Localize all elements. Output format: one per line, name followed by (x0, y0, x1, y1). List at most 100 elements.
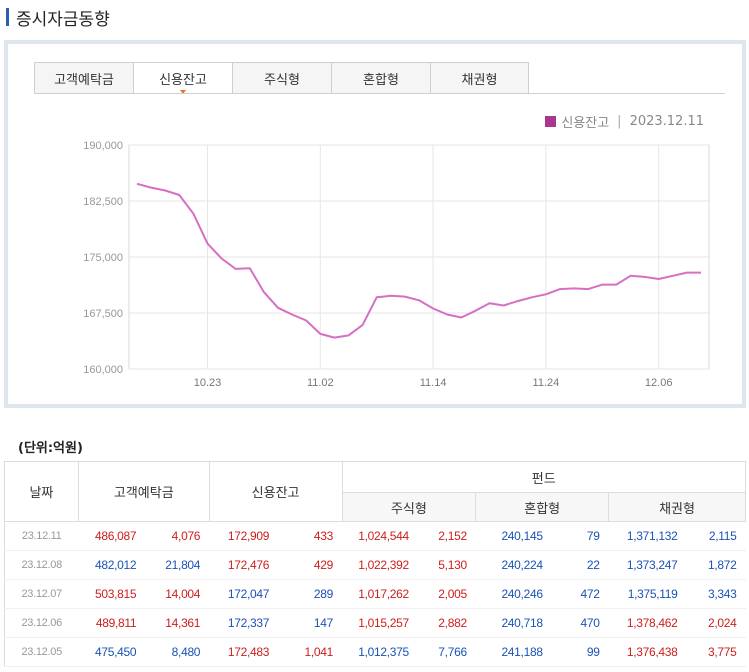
table-row: 23.12.08 482,012 21,804 172,476 429 1,022,392… (4, 550, 746, 580)
cell-deposit-chg: 8,480 (145, 637, 210, 667)
cell-deposit-chg: 14,361 (145, 608, 210, 638)
cell-deposit-chg: 21,804 (145, 550, 210, 580)
x-tick-label: 11.24 (533, 377, 560, 389)
header-credit: 신용잔고 (208, 461, 343, 522)
header-stock: 주식형 (341, 492, 477, 522)
cell-mixed: 240,224 (475, 550, 552, 580)
line-chart: 160,000 167,500 175,000 182,500 190,000 10.23… (83, 140, 710, 389)
tab-label: 고객예탁금 (54, 72, 114, 88)
tab-customer-deposit[interactable]: 고객예탁금 (34, 62, 133, 94)
cell-credit-chg: 1,041 (278, 637, 342, 667)
cell-bond-chg: 3,775 (686, 637, 746, 667)
cell-stock-chg: 5,130 (417, 550, 476, 580)
chart-legend: 신용잔고 | 2023.12.11 (545, 112, 704, 131)
cell-deposit-chg: 4,076 (145, 521, 210, 551)
fund-flow-table: 날짜 고객예탁금 신용잔고 펀드 주식형 혼합형 채권형 23.12.11 486… (4, 461, 746, 667)
cell-credit: 172,337 (209, 608, 279, 638)
cell-mixed-chg: 472 (551, 579, 609, 609)
cell-stock: 1,022,392 (342, 550, 418, 580)
legend-separator: | (617, 114, 622, 129)
cell-deposit: 503,815 (78, 579, 146, 609)
cell-date: 23.12.05 (4, 637, 79, 667)
cell-date: 23.12.07 (4, 579, 79, 609)
cell-credit: 172,047 (209, 579, 279, 609)
tab-label: 주식형 (264, 72, 300, 88)
x-tick-label: 12.06 (645, 377, 673, 389)
cell-bond: 1,376,438 (608, 637, 687, 667)
cell-stock: 1,015,257 (342, 608, 418, 638)
page-title: 증시자금동향 (6, 6, 110, 30)
cell-stock: 1,024,544 (342, 521, 418, 551)
table-row: 23.12.07 503,815 14,004 172,047 289 1,017,262… (4, 579, 746, 609)
cell-mixed: 240,718 (475, 608, 552, 638)
table-row: 23.12.11 486,087 4,076 172,909 433 1,024,544 2… (4, 521, 746, 551)
unit-label: (단위:억원) (18, 441, 83, 456)
cell-date: 23.12.11 (4, 521, 79, 551)
x-tick-label: 10.23 (194, 377, 222, 389)
cell-credit: 172,909 (209, 521, 279, 551)
cell-mixed: 240,145 (475, 521, 552, 551)
x-tick-label: 11.14 (420, 377, 447, 389)
cell-bond-chg: 2,115 (686, 521, 746, 551)
y-tick-label: 182,500 (83, 196, 123, 208)
cell-stock-chg: 2,882 (417, 608, 476, 638)
cell-mixed: 240,246 (475, 579, 552, 609)
header-date: 날짜 (4, 461, 79, 522)
y-tick-label: 160,000 (83, 364, 123, 376)
cell-date: 23.12.08 (4, 550, 79, 580)
tab-label: 채권형 (461, 72, 498, 88)
cell-deposit: 482,012 (78, 550, 146, 580)
header-bond: 채권형 (608, 492, 746, 522)
header-deposit: 고객예탁금 (77, 461, 210, 522)
header-fund: 펀드 (341, 461, 746, 493)
cell-bond: 1,373,247 (608, 550, 687, 580)
cell-mixed-chg: 470 (551, 608, 609, 638)
tab-bar: 고객예탁금 신용잔고 주식형 혼합형 채권형 (34, 62, 529, 94)
header-mixed: 혼합형 (475, 492, 610, 522)
cell-stock: 1,012,375 (342, 637, 418, 667)
cell-stock-chg: 2,005 (417, 579, 476, 609)
cell-bond: 1,375,119 (608, 579, 687, 609)
cell-credit-chg: 433 (278, 521, 342, 551)
tab-baseline (34, 93, 725, 94)
cell-credit: 172,476 (209, 550, 279, 580)
active-tab-caret-icon (180, 90, 186, 94)
page-title-text: 증시자금동향 (16, 9, 110, 30)
cell-bond-chg: 1,872 (686, 550, 746, 580)
tab-label: 혼합형 (363, 72, 399, 88)
cell-stock-chg: 2,152 (417, 521, 476, 551)
tab-stock-fund[interactable]: 주식형 (232, 62, 331, 94)
cell-bond-chg: 2,024 (686, 608, 746, 638)
cell-deposit: 489,811 (78, 608, 146, 638)
legend-date: 2023.12.11 (629, 114, 704, 129)
series-line-credit-balance (136, 182, 701, 339)
cell-credit-chg: 147 (278, 608, 342, 638)
table-row: 23.12.06 489,811 14,361 172,337 147 1,015,257… (4, 608, 746, 638)
legend-series-label: 신용잔고 (561, 116, 610, 131)
cell-stock: 1,017,262 (342, 579, 418, 609)
cell-deposit-chg: 14,004 (145, 579, 210, 609)
legend-swatch (545, 116, 557, 127)
cell-mixed-chg: 79 (551, 521, 609, 551)
cell-mixed-chg: 22 (551, 550, 609, 580)
cell-deposit: 486,087 (78, 521, 146, 551)
y-tick-label: 190,000 (83, 140, 123, 152)
x-tick-label: 11.02 (307, 377, 334, 389)
cell-credit-chg: 429 (278, 550, 342, 580)
cell-mixed: 241,188 (475, 637, 552, 667)
y-tick-label: 175,000 (83, 252, 123, 264)
tab-mixed-fund[interactable]: 혼합형 (331, 62, 430, 94)
cell-bond-chg: 3,343 (686, 579, 746, 609)
tab-bond-fund[interactable]: 채권형 (430, 62, 529, 94)
cell-date: 23.12.06 (4, 608, 79, 638)
cell-bond: 1,371,132 (608, 521, 687, 551)
cell-mixed-chg: 99 (551, 637, 609, 667)
cell-bond: 1,378,462 (608, 608, 687, 638)
chart-panel: 고객예탁금 신용잔고 주식형 혼합형 채권형 신용잔고 | 2023.12.11… (4, 40, 746, 408)
tab-credit-balance[interactable]: 신용잔고 (133, 62, 232, 94)
cell-credit-chg: 289 (278, 579, 342, 609)
cell-deposit: 475,450 (78, 637, 146, 667)
table-row: 23.12.05 475,450 8,480 172,483 1,041 1,012,37… (4, 637, 746, 667)
cell-credit: 172,483 (209, 637, 279, 667)
title-accent-bar (6, 8, 9, 26)
